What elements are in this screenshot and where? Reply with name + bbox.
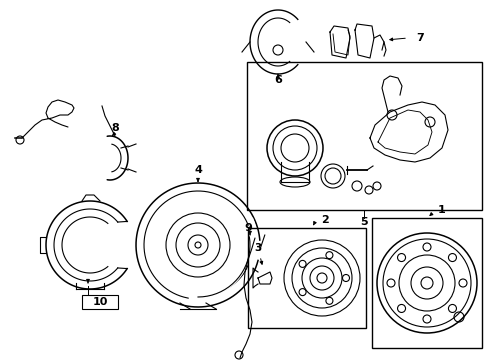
Text: 10: 10 bbox=[92, 297, 107, 307]
Bar bbox=[246, 62, 481, 210]
Text: 8: 8 bbox=[111, 123, 119, 133]
Text: 9: 9 bbox=[244, 223, 251, 233]
Text: 6: 6 bbox=[273, 75, 282, 85]
Text: 2: 2 bbox=[321, 215, 328, 225]
Text: 4: 4 bbox=[194, 165, 202, 175]
Bar bbox=[82, 295, 118, 309]
Bar bbox=[247, 228, 365, 328]
Text: 5: 5 bbox=[360, 217, 367, 227]
Text: 7: 7 bbox=[415, 33, 423, 43]
Text: 1: 1 bbox=[437, 205, 445, 215]
Bar bbox=[371, 218, 481, 348]
Text: 3: 3 bbox=[254, 243, 261, 253]
